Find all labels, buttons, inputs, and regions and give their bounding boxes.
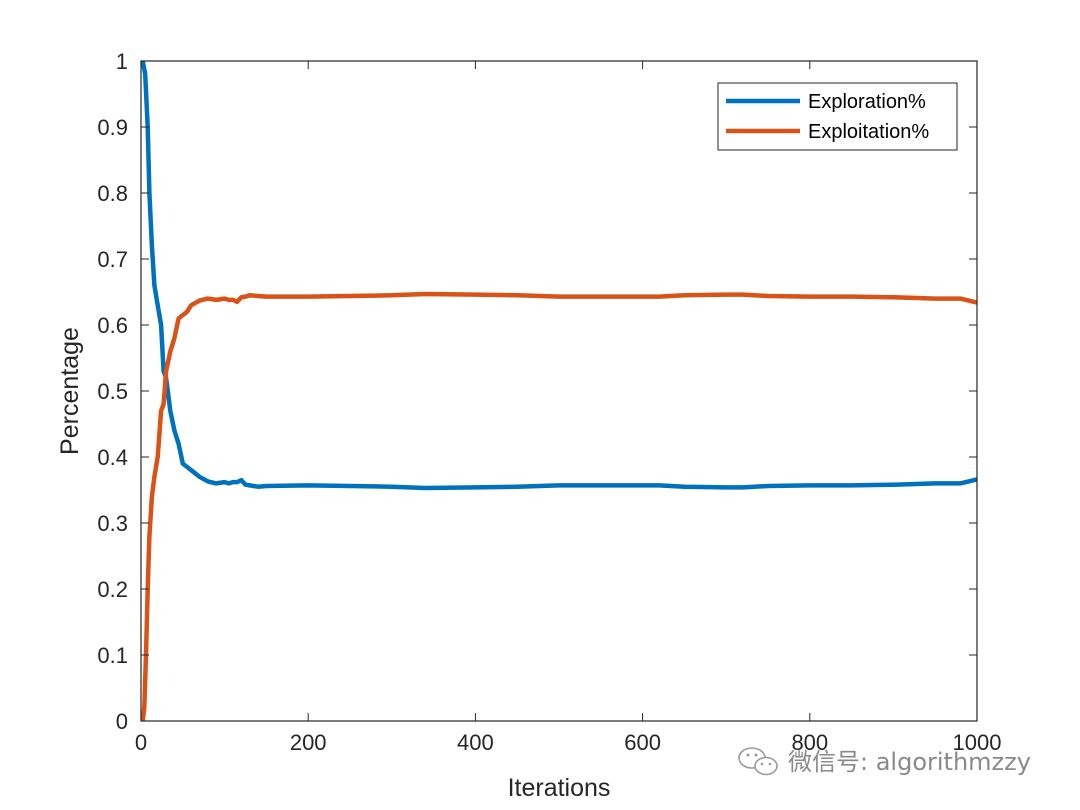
y-tick-label: 0.3 — [97, 511, 128, 536]
y-tick-label: 1 — [116, 49, 128, 74]
y-tick-label: 0.8 — [97, 181, 128, 206]
ticks-layer: 0 200 400 600 800 1000 0 0.1 0.2 0.3 0.4 0.5 0.6 0.7 0… — [97, 49, 1001, 755]
y-axis-label: Percentage — [56, 327, 84, 455]
y-tick-label: 0.9 — [97, 115, 128, 140]
legend-box — [717, 82, 958, 151]
x-tick-label: 800 — [791, 730, 828, 755]
wechat-icon — [738, 747, 778, 776]
y-tick-label: 0.7 — [97, 247, 128, 272]
y-tick-label: 0.6 — [97, 313, 128, 338]
y-tick-label: 0.1 — [97, 643, 128, 668]
y-tick-label: 0 — [116, 709, 128, 734]
series-layer — [140, 60, 978, 722]
legend-label-exploration: Exploration% — [808, 91, 926, 113]
y-tick-label: 0.5 — [97, 379, 128, 404]
x-axis-label: Iterations — [508, 774, 611, 802]
y-tick-label: 0.2 — [97, 577, 128, 602]
legend: Exploration% Exploitation% — [717, 82, 958, 151]
x-tick-label: 200 — [290, 730, 327, 755]
series-line-exploitation — [140, 291, 978, 722]
x-tick-label: 600 — [624, 730, 661, 755]
watermark-text: 微信号: algorithmzzy — [788, 748, 1031, 776]
legend-label-exploitation: Exploitation% — [808, 121, 929, 143]
x-tick-label: 400 — [457, 730, 494, 755]
x-tick-label: 0 — [135, 730, 147, 755]
plot-area — [141, 61, 977, 721]
y-tick-label: 0.4 — [97, 445, 128, 470]
series-line-exploration — [140, 60, 978, 491]
x-tick-label: 1000 — [953, 730, 1002, 755]
watermark: 微信号: algorithmzzy — [738, 747, 1031, 776]
